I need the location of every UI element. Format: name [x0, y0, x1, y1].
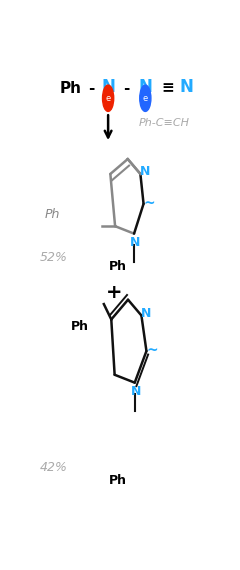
Circle shape [140, 85, 151, 111]
Text: Ph: Ph [60, 80, 82, 96]
Text: N: N [179, 78, 193, 96]
Text: Ph: Ph [108, 474, 126, 487]
Text: 42%: 42% [40, 461, 68, 474]
Text: 52%: 52% [40, 251, 68, 264]
Text: ≡: ≡ [161, 80, 174, 96]
Text: Ph: Ph [71, 320, 89, 332]
Text: -: - [88, 80, 95, 96]
Text: ~: ~ [146, 344, 158, 358]
Text: +: + [105, 283, 122, 302]
Text: Ph: Ph [45, 207, 60, 221]
Text: N: N [141, 307, 151, 320]
Text: e: e [106, 93, 111, 103]
Text: Ph-C≡CH: Ph-C≡CH [138, 118, 189, 128]
Text: N: N [138, 78, 152, 96]
Text: N: N [130, 236, 140, 249]
Text: e: e [143, 93, 148, 103]
Text: N: N [131, 385, 141, 398]
Circle shape [102, 85, 114, 111]
Text: N: N [101, 78, 115, 96]
Text: ~: ~ [143, 197, 155, 211]
Text: Ph: Ph [108, 260, 126, 273]
Text: N: N [140, 165, 150, 178]
Text: -: - [124, 80, 130, 96]
